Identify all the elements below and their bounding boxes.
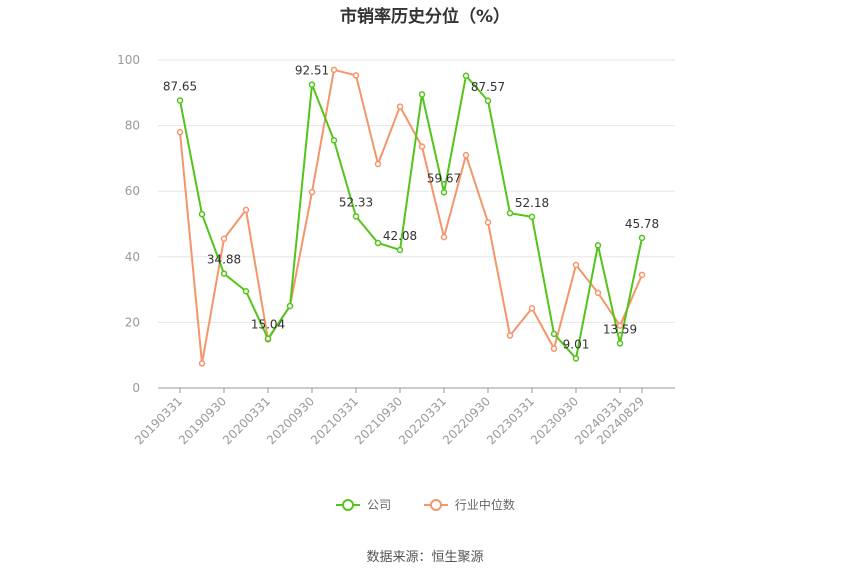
company-point	[374, 239, 382, 247]
company-line	[179, 74, 643, 360]
company-data-label: 9.01	[563, 337, 590, 351]
y-tick-label: 100	[117, 53, 140, 67]
industry-median-point	[594, 289, 602, 297]
company-data-label: 87.57	[471, 80, 505, 94]
series-points	[176, 66, 646, 367]
company-point	[506, 209, 514, 217]
company-point	[440, 189, 448, 196]
y-tick-label: 80	[125, 119, 140, 133]
legend: 公司 行业中位数	[0, 496, 850, 515]
legend-item-industry-median[interactable]: 行业中位数	[423, 496, 515, 513]
legend-industry-marker-icon	[423, 498, 448, 511]
industry-median-point	[616, 322, 624, 329]
y-tick-label: 40	[125, 250, 140, 264]
chart-title: 市销率历史分位（%）	[339, 7, 511, 27]
industry-median-point	[242, 206, 250, 214]
company-data-label: 15.04	[251, 318, 285, 332]
company-point	[176, 97, 184, 104]
industry-median-point	[506, 332, 514, 339]
industry-median-point	[308, 188, 316, 196]
industry-median-point	[330, 66, 338, 74]
industry-median-point	[418, 143, 426, 150]
company-point	[550, 330, 558, 338]
line-chart: 0204060801002019033120190930202003312020…	[117, 53, 675, 447]
industry-median-point	[176, 128, 184, 136]
company-data-label: 52.18	[515, 196, 549, 210]
company-point	[418, 91, 426, 98]
company-point	[220, 270, 228, 277]
industry-median-point	[396, 103, 404, 110]
industry-median-point	[462, 151, 470, 159]
industry-median-point	[528, 305, 536, 312]
company-point	[594, 242, 602, 249]
industry-median-point	[374, 160, 382, 168]
industry-median-point	[220, 235, 228, 243]
company-point	[572, 355, 580, 362]
y-tick-label: 20	[125, 315, 140, 329]
industry-median-point	[572, 261, 580, 269]
company-data-label: 34.88	[207, 253, 241, 267]
company-point	[528, 213, 536, 221]
industry-median-point	[550, 345, 558, 352]
company-point	[638, 234, 646, 242]
legend-industry-label: 行业中位数	[454, 498, 515, 512]
axes: 0204060801002019033120190930202003312020…	[117, 53, 675, 447]
company-point	[352, 213, 360, 220]
y-tick-label: 60	[125, 184, 140, 198]
company-data-label: 13.59	[603, 322, 637, 336]
legend-company-marker-icon	[336, 498, 361, 511]
company-data-label: 45.78	[625, 217, 659, 231]
company-data-label: 87.65	[163, 80, 197, 94]
company-point	[484, 97, 492, 105]
company-point	[616, 340, 624, 347]
industry-median-point	[198, 360, 206, 367]
series-lines	[179, 68, 643, 365]
industry-median-point	[440, 233, 448, 241]
company-data-label: 42.08	[383, 229, 417, 243]
industry-median-point	[638, 271, 646, 279]
company-data-label: 52.33	[339, 195, 373, 209]
company-point	[462, 72, 470, 79]
company-point	[396, 246, 404, 254]
company-data-label: 92.51	[295, 64, 329, 78]
legend-company-label: 公司	[367, 498, 392, 512]
grid-lines	[158, 59, 675, 323]
data-labels: 87.65 34.88 15.04 92.51 52.33 42.08 59.67 87.57…	[163, 64, 659, 352]
industry-median-point	[484, 219, 492, 226]
industry-median-line	[179, 68, 643, 365]
company-point	[308, 81, 316, 88]
company-data-label: 59.67	[427, 171, 461, 185]
y-tick-label: 0	[132, 381, 140, 395]
company-point	[286, 302, 294, 310]
data-source: 数据来源：恒生聚源	[366, 550, 484, 565]
company-point	[330, 137, 338, 144]
industry-median-point	[352, 72, 360, 79]
legend-item-company[interactable]: 公司	[335, 496, 391, 513]
company-point	[198, 210, 206, 218]
company-point	[242, 287, 250, 295]
company-point	[264, 335, 272, 342]
